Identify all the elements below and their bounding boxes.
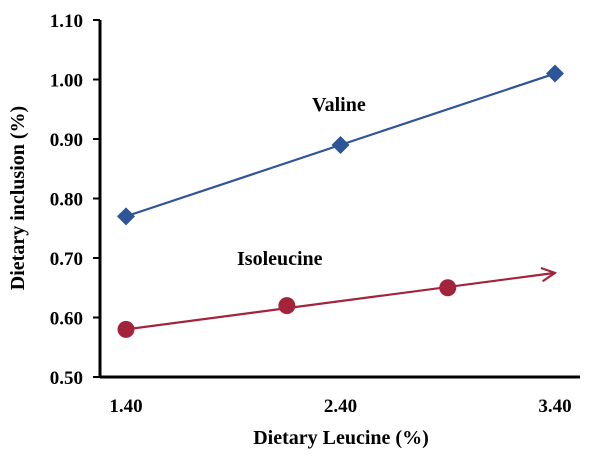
y-tick-label: 0.90 <box>50 130 83 151</box>
x-tick-label: 1.40 <box>109 396 142 417</box>
isoleucine-data-point <box>439 279 457 297</box>
y-ticks: 0.50 0.60 0.70 0.80 0.90 1.00 1.10 <box>50 11 100 389</box>
isoleucine-series-line <box>125 273 555 331</box>
y-tick-label: 0.60 <box>50 309 83 330</box>
y-tick-label: 0.50 <box>50 368 83 389</box>
x-tick-label: 2.40 <box>324 396 357 417</box>
y-axis-title: Dietary inclusion (%) <box>7 106 29 290</box>
y-tick-label: 0.70 <box>50 249 83 270</box>
y-tick-label: 0.80 <box>50 190 83 211</box>
y-tick-label: 1.00 <box>50 71 83 92</box>
valine-data-point <box>117 207 135 226</box>
isoleucine-data-point <box>117 320 135 338</box>
isoleucine-data-point <box>278 297 296 315</box>
valine-data-point <box>546 64 564 83</box>
x-tick-label: 3.40 <box>538 396 571 417</box>
isoleucine-series-label: Isoleucine <box>237 248 323 270</box>
x-axis-title: Dietary Leucine (%) <box>253 427 429 449</box>
x-ticks: 1.40 2.40 3.40 <box>109 396 571 417</box>
y-tick-label: 1.10 <box>50 11 83 32</box>
valine-data-point <box>331 135 350 154</box>
series-layer: Valine Isoleucine <box>117 64 564 338</box>
valine-series-label: Valine <box>312 94 366 116</box>
